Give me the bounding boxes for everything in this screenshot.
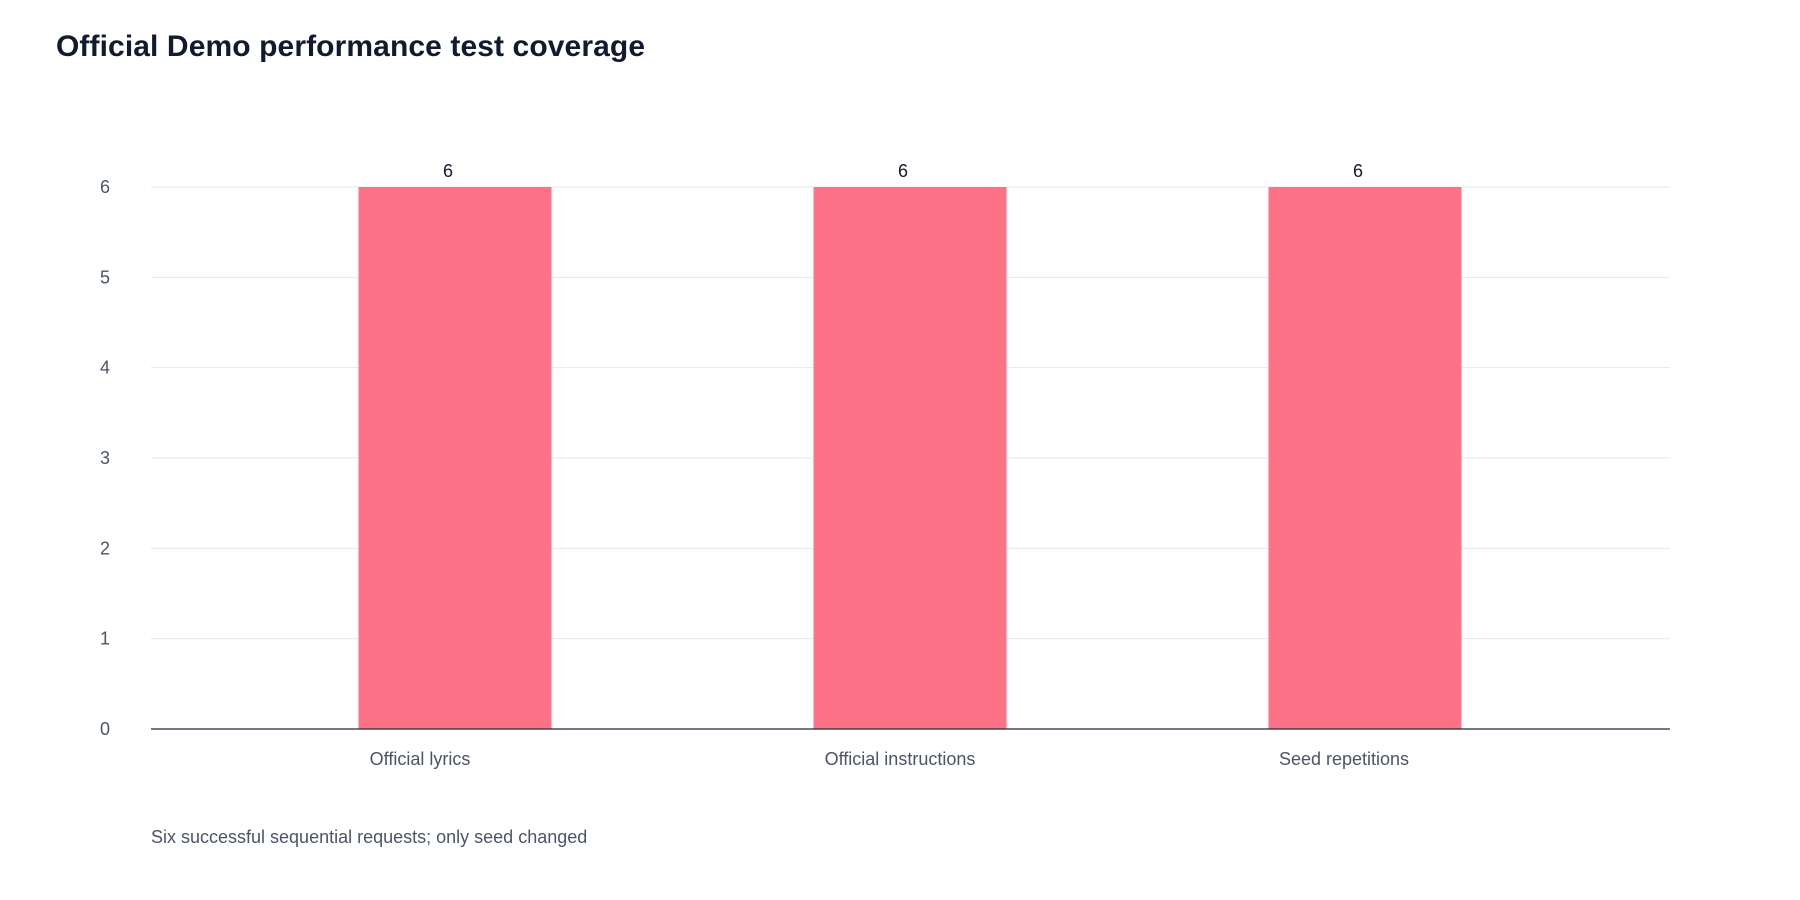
x-tick-label: Official lyrics xyxy=(370,749,471,769)
bar-value-label: 6 xyxy=(443,161,453,181)
chart-caption: Six successful sequential requests; only… xyxy=(151,827,588,847)
bar xyxy=(1268,187,1462,729)
y-tick-label: 6 xyxy=(100,177,110,197)
y-tick-label: 1 xyxy=(100,629,110,649)
y-tick-label: 3 xyxy=(100,448,110,468)
bar xyxy=(813,187,1007,729)
x-tick-label: Official instructions xyxy=(825,749,976,769)
bar xyxy=(358,187,552,729)
y-tick-label: 5 xyxy=(100,267,110,287)
bar-value-label: 6 xyxy=(898,161,908,181)
y-tick-label: 4 xyxy=(100,358,110,378)
bar-value-label: 6 xyxy=(1353,161,1363,181)
y-tick-label: 2 xyxy=(100,538,110,558)
y-tick-label: 0 xyxy=(100,719,110,739)
chart-title: Official Demo performance test coverage xyxy=(56,30,646,63)
x-tick-label: Seed repetitions xyxy=(1279,749,1409,769)
